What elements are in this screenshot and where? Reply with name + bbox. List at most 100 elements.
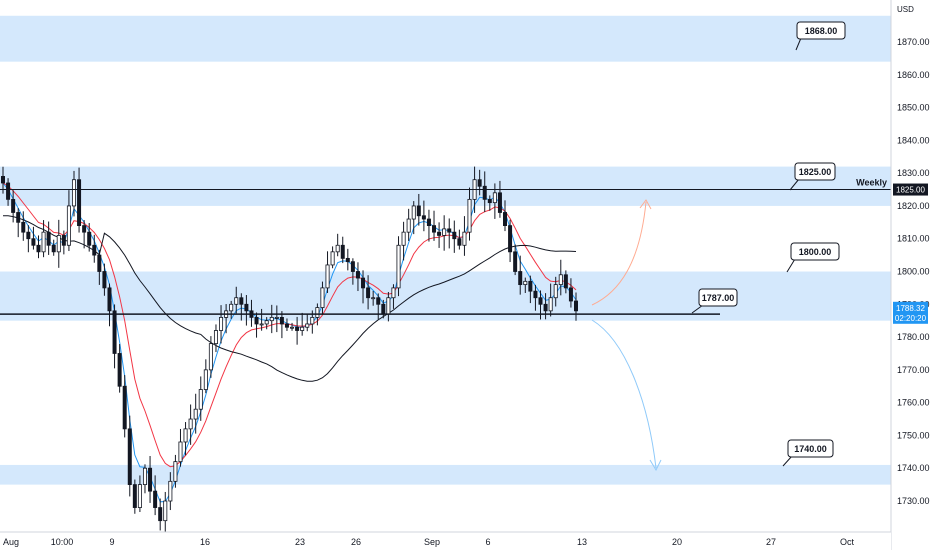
candle-body	[153, 490, 158, 508]
candle-body	[300, 326, 305, 331]
candle-body	[457, 238, 462, 246]
candle-body	[163, 500, 168, 522]
price-tick-label: 1870.00	[897, 37, 930, 47]
candle-body	[219, 316, 224, 331]
candle-body	[16, 212, 21, 223]
candle-body	[335, 244, 340, 253]
candle-body	[46, 231, 51, 246]
time-tick-label: 16	[200, 537, 210, 547]
callout-leader	[789, 178, 800, 191]
candle-body	[518, 271, 523, 286]
candle-body	[6, 182, 11, 200]
currency-label: USD	[897, 5, 914, 14]
candle-body	[305, 323, 310, 328]
bearish-arrow	[591, 319, 657, 469]
candle-body	[264, 320, 269, 325]
candle-body	[77, 179, 82, 226]
candle-body	[558, 274, 563, 286]
candle-body	[274, 316, 279, 319]
candle-body	[92, 244, 97, 256]
candle-body	[142, 467, 147, 486]
weekly-price-tag	[893, 183, 928, 196]
candle-body	[66, 205, 71, 246]
candle-body	[132, 484, 137, 508]
callout-box	[794, 162, 836, 181]
candle-body	[523, 280, 528, 286]
candle-body	[437, 231, 442, 236]
price-tick-label: 1740.00	[897, 463, 930, 473]
candle-body	[396, 244, 401, 289]
price-callouts: 1868.00 1825.00 1800.00 1787.00 1740.00	[691, 21, 846, 467]
candle-body	[137, 484, 142, 508]
candle-body	[371, 297, 376, 300]
candle-body	[330, 251, 335, 266]
support-resistance-zones	[0, 15, 891, 485]
time-tick-label: Sep	[424, 537, 440, 547]
candle-body	[315, 307, 320, 318]
candle-body	[168, 480, 173, 502]
candle-body	[513, 251, 518, 272]
ma-slow-line	[3, 215, 577, 382]
candle-body	[340, 244, 345, 259]
candle-body	[325, 264, 330, 289]
candle-body	[290, 326, 295, 329]
zone-1	[0, 166, 891, 206]
candle-body	[269, 316, 274, 322]
candle-body	[416, 205, 421, 217]
zone-3	[0, 464, 891, 485]
callout-label: 1787.00	[702, 293, 735, 303]
candle-body	[355, 271, 360, 279]
candle-body	[61, 235, 66, 246]
candle-body	[543, 303, 548, 312]
price-axis-ticks: 1870.00 1860.00 1850.00 1840.00 1830.00 1820.…	[897, 37, 930, 506]
time-tick-label: 9	[109, 537, 114, 547]
candle-body	[492, 192, 497, 204]
time-tick-label: 10:00	[51, 537, 74, 547]
time-tick-label: Oct	[840, 537, 855, 547]
candle-body	[244, 303, 249, 312]
price-axis-panel[interactable]	[891, 0, 932, 550]
price-tick-label: 1850.00	[897, 103, 930, 113]
candle-body	[213, 330, 218, 345]
candle-body	[462, 231, 467, 246]
candle-body	[239, 297, 244, 305]
candle-body	[127, 428, 132, 486]
candle-body	[11, 198, 16, 213]
callout-leader	[786, 258, 796, 273]
time-tick-label: 23	[295, 537, 305, 547]
candle-body	[36, 244, 41, 253]
candle-body	[568, 287, 573, 302]
time-tick-label: Aug	[3, 537, 19, 547]
callout-label: 1868.00	[805, 26, 838, 36]
candlestick-series	[0, 166, 579, 535]
candle-body	[31, 238, 36, 246]
candle-body	[528, 280, 533, 292]
price-tick-label: 1750.00	[897, 430, 930, 440]
candle-body	[295, 326, 300, 331]
candle-body	[203, 369, 208, 390]
candle-body	[208, 343, 213, 371]
time-axis-panel[interactable]	[0, 532, 891, 550]
candle-body	[401, 231, 406, 246]
candle-body	[21, 221, 26, 233]
price-tick-label: 1760.00	[897, 398, 930, 408]
time-tick-label: 6	[485, 537, 490, 547]
candle-body	[26, 231, 31, 240]
candle-body	[574, 300, 579, 312]
callout-box	[796, 21, 846, 40]
candle-body	[538, 297, 543, 305]
time-axis-ticks: Aug 10:00 9 16 23 26 Sep 6 13 20 27 Oct	[3, 537, 855, 547]
candle-body	[503, 212, 508, 227]
candle-body	[254, 316, 259, 325]
candle-body	[183, 428, 188, 443]
candle-body	[148, 467, 153, 492]
candle-body	[102, 271, 107, 289]
candle-body	[563, 274, 568, 289]
callout-box	[790, 242, 840, 261]
callout-leader	[782, 455, 793, 467]
candle-body	[487, 198, 492, 204]
price-tick-label: 1860.00	[897, 70, 930, 80]
time-tick-label: 20	[672, 537, 682, 547]
candle-body	[361, 277, 366, 289]
